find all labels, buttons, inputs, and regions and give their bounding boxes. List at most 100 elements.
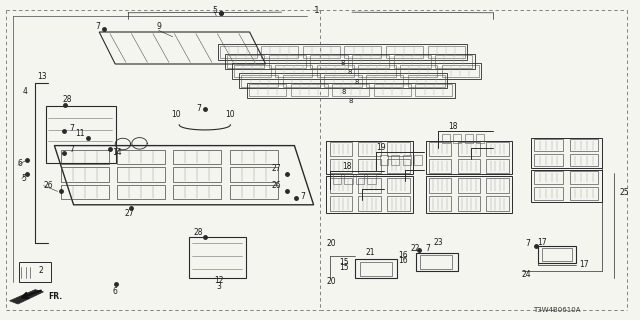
Bar [394,55,431,68]
Bar [117,150,165,164]
Bar [218,44,467,60]
Text: 27: 27 [272,164,282,173]
Text: 8: 8 [349,98,353,104]
Bar [400,65,437,77]
Text: 7: 7 [69,124,74,132]
Text: 14: 14 [112,148,122,157]
Bar [234,65,271,77]
Bar [275,65,312,77]
Text: FR.: FR. [48,292,62,301]
Bar [230,185,278,199]
Bar [453,134,461,143]
Bar [173,150,221,164]
Text: 26: 26 [272,181,282,190]
Bar [19,262,51,282]
Bar [241,75,278,87]
Bar [415,84,452,96]
Text: 17: 17 [538,238,547,247]
Bar [61,150,109,164]
Text: 7: 7 [301,192,306,201]
Bar [442,134,450,143]
Bar [249,84,286,96]
Text: 15: 15 [339,258,349,267]
Text: 17: 17 [579,260,589,269]
Text: T3W4B0610A: T3W4B0610A [533,307,580,313]
Bar [232,63,481,79]
Text: 21: 21 [365,248,374,257]
Bar [220,46,257,58]
Bar [117,185,165,199]
Bar [269,55,306,68]
Bar [360,262,392,276]
Text: 15: 15 [339,263,349,272]
Bar [380,155,388,165]
Text: 23: 23 [434,238,444,247]
Bar [247,83,455,98]
Text: 16: 16 [399,256,408,265]
Text: 1: 1 [314,6,319,15]
Bar [117,167,165,182]
Text: 8: 8 [340,60,345,66]
Bar [189,237,246,278]
Text: 13: 13 [37,72,47,81]
Bar [416,253,458,271]
Bar [310,55,348,68]
Bar [374,84,411,96]
Bar [352,55,389,68]
Bar [358,65,396,77]
Bar [355,259,397,278]
Text: 22: 22 [411,244,420,252]
Text: 8: 8 [354,79,359,85]
Text: 27: 27 [125,209,134,218]
Text: 25: 25 [620,188,629,196]
Bar [317,65,354,77]
Text: 7: 7 [426,244,431,252]
Bar [542,248,572,261]
Bar [366,75,403,87]
Text: 5: 5 [212,6,217,15]
Bar [332,84,369,96]
Bar [61,185,109,199]
Text: 26: 26 [44,181,53,190]
Text: 16: 16 [399,251,408,260]
Bar [386,46,423,58]
Bar [356,174,364,184]
Text: 11: 11 [76,129,85,138]
Bar [344,174,353,184]
Text: 10: 10 [225,110,236,119]
Bar [408,75,445,87]
Bar [46,106,116,163]
Text: 7: 7 [525,239,530,248]
Bar [261,46,298,58]
Text: 18: 18 [448,122,458,131]
Text: 20: 20 [326,277,336,286]
Text: 7: 7 [95,22,100,31]
Text: 20: 20 [326,239,336,248]
Bar [538,246,576,263]
Bar [435,55,472,68]
Text: 28: 28 [194,228,203,237]
Text: 7: 7 [69,145,74,154]
Bar [173,167,221,182]
Bar [239,73,447,88]
Bar [465,134,473,143]
Text: 8: 8 [341,89,346,94]
Text: 7: 7 [196,104,201,113]
Bar [344,46,381,58]
Bar [303,46,340,58]
Bar [324,75,362,87]
Text: 6: 6 [113,287,118,296]
Bar [230,167,278,182]
Bar [283,75,320,87]
Text: 8: 8 [348,69,353,75]
Bar [403,155,411,165]
Text: 9: 9 [156,22,161,31]
Text: 19: 19 [376,143,386,152]
Bar [173,185,221,199]
Text: 12: 12 [214,276,223,285]
Bar [391,155,399,165]
Bar [227,55,264,68]
Bar [230,150,278,164]
Bar [225,54,475,69]
Text: 6: 6 [18,159,23,168]
